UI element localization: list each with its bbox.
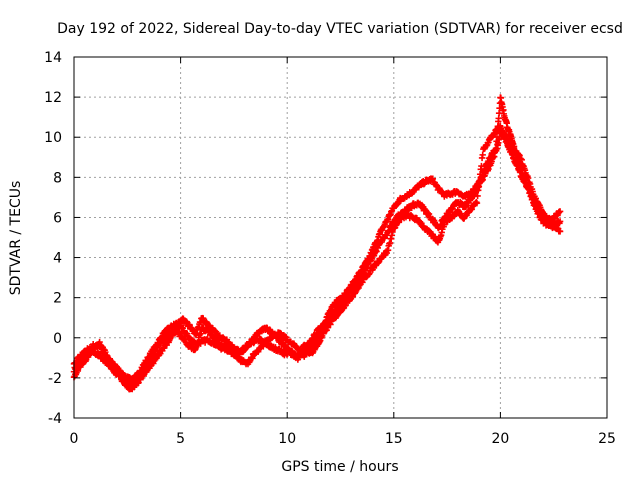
data-point [556, 208, 564, 215]
x-axis-label: GPS time / hours [281, 459, 398, 475]
y-tick-label: 8 [53, 170, 62, 186]
plot-frame [73, 56, 608, 419]
y-tick-label: 10 [44, 130, 62, 146]
data-point [473, 199, 481, 207]
x-tick-label: 25 [598, 431, 616, 447]
y-tick-label: 0 [53, 331, 62, 347]
y-tick-label: 12 [44, 90, 62, 106]
data-point [556, 228, 564, 235]
data-point [478, 162, 485, 170]
y-tick-label: 6 [53, 210, 62, 226]
y-axis-label: SDTVAR / TECUs [8, 181, 24, 296]
data-points [70, 94, 564, 393]
data-point [479, 151, 486, 159]
x-tick-label: 0 [70, 431, 79, 447]
x-tick-labels: 0 5 10 15 20 25 [70, 431, 616, 447]
axis-ticks [73, 56, 608, 419]
x-tick-label: 5 [176, 431, 185, 447]
x-tick-label: 10 [278, 431, 296, 447]
y-tick-labels: -4 -2 0 2 4 6 8 10 12 14 [44, 50, 62, 427]
data-point [492, 145, 500, 152]
data-point [476, 178, 483, 185]
y-tick-label: -4 [48, 411, 62, 427]
x-tick-label: 15 [385, 431, 403, 447]
y-tick-label: 14 [44, 50, 62, 66]
y-tick-label: -2 [48, 371, 62, 387]
data-point [556, 218, 564, 225]
y-tick-label: 4 [53, 251, 62, 267]
data-point [474, 192, 481, 200]
x-tick-label: 20 [491, 431, 509, 447]
y-tick-label: 2 [53, 291, 62, 307]
chart-title: Day 192 of 2022, Sidereal Day-to-day VTE… [57, 21, 623, 37]
series-track-3 [70, 122, 564, 393]
